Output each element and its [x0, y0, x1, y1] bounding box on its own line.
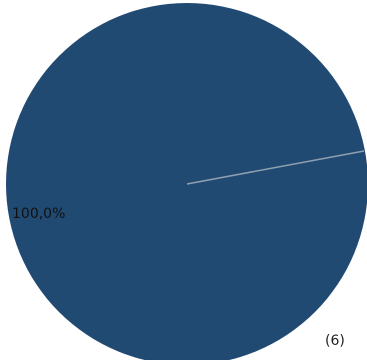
pie-slice-0 [6, 3, 367, 360]
slice-percent-label: 100,0% [12, 206, 65, 222]
slice-separator-line [186, 150, 365, 185]
sample-count-label: (6) [325, 333, 345, 349]
pie-slices [6, 3, 367, 360]
